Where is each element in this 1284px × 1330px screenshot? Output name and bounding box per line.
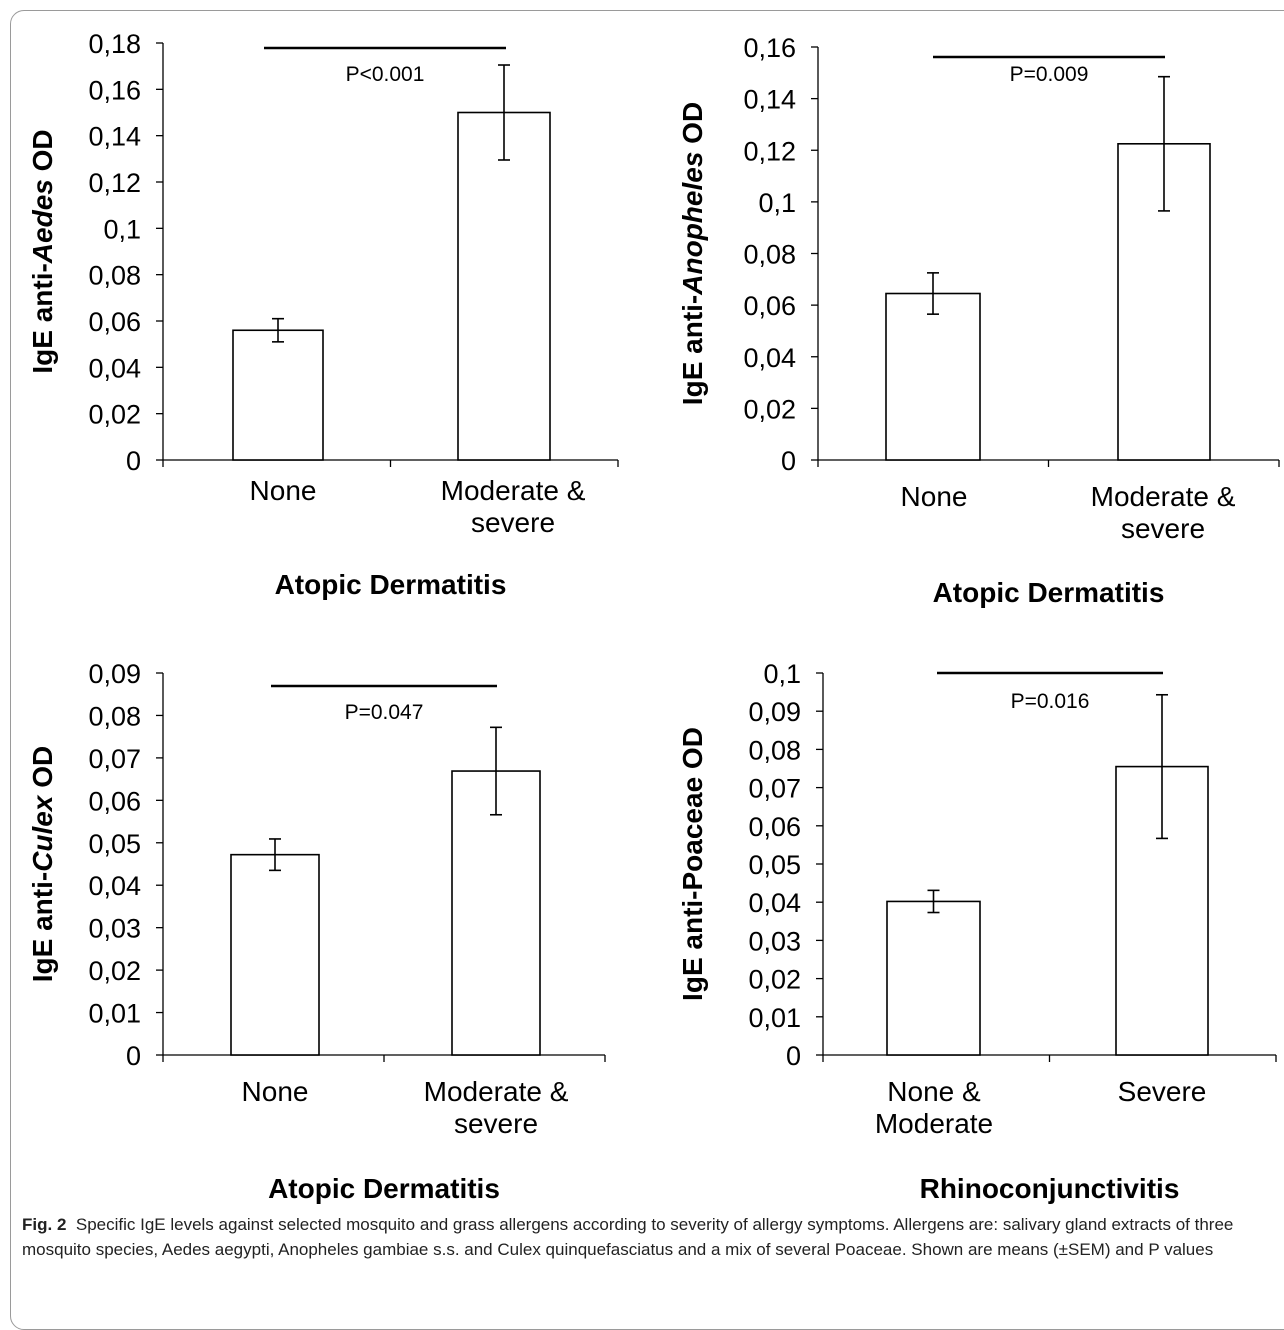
y-tick-label: 0,05 [88, 829, 141, 859]
y-tick-label: 0,01 [748, 1003, 801, 1033]
y-tick-label: 0,14 [88, 122, 141, 152]
category-label: severe [454, 1108, 538, 1139]
y-tick-label: 0,16 [743, 33, 796, 63]
y-tick-label: 0,04 [743, 343, 796, 373]
y-tick-label: 0,08 [748, 735, 801, 765]
y-axis-label-part: OD [27, 746, 58, 796]
y-tick-label: 0,09 [748, 697, 801, 727]
y-tick-label: 0 [126, 446, 141, 476]
y-tick-label: 0 [786, 1041, 801, 1071]
caption-label: Fig. 2 [22, 1215, 67, 1234]
y-tick-label: 0,07 [88, 744, 141, 774]
y-tick-label: 0,16 [88, 75, 141, 105]
y-axis-label-part: IgE anti- [677, 295, 708, 405]
y-tick-label: 0,06 [748, 812, 801, 842]
category-label: Severe [1118, 1076, 1207, 1107]
category-label: Moderate & [1091, 481, 1236, 512]
y-axis-label: IgE anti-Aedes OD [27, 129, 58, 373]
y-axis-label-part: OD [677, 102, 708, 152]
figure-charts: 0 0,02 0,04 0,06 0,08 0,1 0,12 0,14 0,16 0,18 IgE … [27, 29, 1280, 1204]
caption-text: Specific IgE levels against selected mos… [22, 1215, 1234, 1259]
bar [457, 111, 551, 461]
y-tick-label: 0,02 [88, 956, 141, 986]
category-label: Moderate [875, 1108, 993, 1139]
p-value-label: P=0.016 [1011, 690, 1090, 713]
y-tick-label: 0,07 [748, 774, 801, 804]
x-axis-label: Atopic Dermatitis [275, 569, 507, 600]
y-tick-label: 0,04 [748, 888, 801, 918]
y-tick-label: 0,06 [743, 291, 796, 321]
y-tick-label: 0,03 [88, 914, 141, 944]
p-value-label: P<0.001 [346, 63, 425, 86]
x-axis-label: Atopic Dermatitis [268, 1173, 500, 1204]
y-tick-label: 0,14 [743, 85, 796, 115]
y-tick-label: 0,09 [88, 659, 141, 689]
y-tick-label: 0,08 [743, 240, 796, 270]
y-axis-label-italic: Culex [27, 794, 58, 872]
y-tick-label: 0,03 [748, 926, 801, 956]
y-tick-label: 0,02 [88, 400, 141, 430]
x-axis-label: Rhinoconjunctivitis [920, 1173, 1180, 1204]
bar [230, 853, 320, 1056]
p-value-label: P=0.047 [345, 701, 424, 724]
category-label: None [250, 475, 317, 506]
category-label: None & [887, 1076, 981, 1107]
y-axis-label-italic: Anopheles [677, 152, 708, 296]
y-axis-label-italic: Aedes [27, 179, 58, 264]
y-tick-label: 0,02 [748, 965, 801, 995]
chart-culex: 0 0,01 0,02 0,03 0,04 0,05 0,06 0,07 0,08 0,09 IgE… [27, 659, 606, 1204]
figure-caption: Fig. 2 Specific IgE levels against selec… [22, 1212, 1272, 1262]
bar [886, 900, 981, 1056]
y-tick-label: 0,04 [88, 871, 141, 901]
category-label: Moderate & [441, 475, 586, 506]
y-axis-label: IgE anti-Culex OD [27, 746, 58, 982]
y-tick-label: 0,12 [88, 168, 141, 198]
chart-aedes: 0 0,02 0,04 0,06 0,08 0,1 0,12 0,14 0,16 0,18 IgE … [27, 29, 619, 600]
bar [885, 292, 981, 461]
p-value-label: P=0.009 [1010, 63, 1089, 86]
y-tick-label: 0,18 [88, 29, 141, 59]
category-label: Moderate & [424, 1076, 569, 1107]
y-axis-label-part: OD [27, 129, 58, 179]
y-axis-label-part: IgE anti- [27, 263, 58, 373]
y-tick-label: 0,01 [88, 999, 141, 1029]
x-axis-label: Atopic Dermatitis [933, 577, 1165, 608]
y-tick-label: 0,08 [88, 701, 141, 731]
category-label: severe [471, 507, 555, 538]
y-tick-label: 0 [126, 1041, 141, 1071]
chart-anopheles: 0 0,02 0,04 0,06 0,08 0,1 0,12 0,14 0,16 IgE anti… [677, 33, 1280, 608]
y-axis-label-part: IgE anti-Poaceae OD [677, 727, 708, 1001]
y-tick-label: 0,02 [743, 394, 796, 424]
y-tick-label: 0,12 [743, 136, 796, 166]
y-tick-label: 0 [781, 446, 796, 476]
y-tick-label: 0,06 [88, 786, 141, 816]
chart-poaceae: 0 0,01 0,02 0,03 0,04 0,05 0,06 0,07 0,08 0,09 0,1… [677, 659, 1277, 1204]
y-tick-label: 0,04 [88, 353, 141, 383]
y-tick-label: 0,05 [748, 850, 801, 880]
y-tick-label: 0,06 [88, 307, 141, 337]
y-axis-label: IgE anti-Anopheles OD [677, 102, 708, 405]
y-tick-label: 0,08 [88, 261, 141, 291]
category-label: None [242, 1076, 309, 1107]
bar [232, 329, 324, 461]
y-tick-label: 0,1 [763, 659, 801, 689]
y-axis-label-part: IgE anti- [27, 872, 58, 982]
y-tick-label: 0,1 [758, 188, 796, 218]
y-tick-label: 0,1 [103, 214, 141, 244]
y-axis-label: IgE anti-Poaceae OD [677, 727, 708, 1001]
category-label: None [901, 481, 968, 512]
category-label: severe [1121, 513, 1205, 544]
